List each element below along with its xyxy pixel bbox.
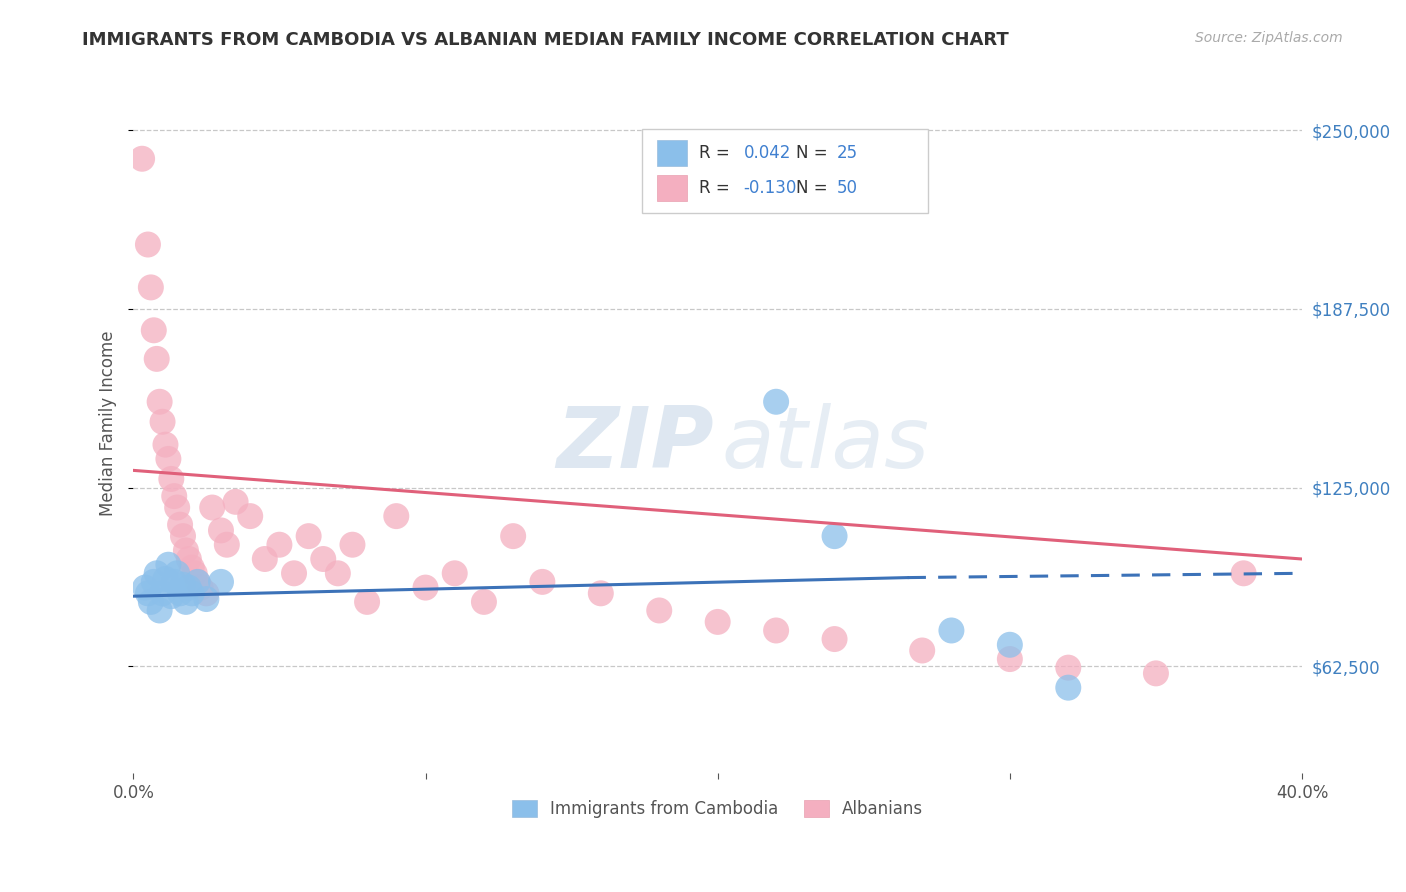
Point [174, 543, 197, 558]
Point [160, 472, 183, 486]
Point [155, 572, 177, 586]
Point [139, 595, 162, 609]
Point [177, 552, 200, 566]
Point [157, 452, 180, 467]
Point [163, 574, 186, 589]
Point [385, 509, 408, 524]
Point [706, 615, 728, 629]
Point [160, 589, 183, 603]
Point [142, 574, 165, 589]
Point [157, 558, 180, 572]
Point [155, 437, 177, 451]
Point [145, 351, 167, 366]
Point [911, 643, 934, 657]
Point [356, 595, 378, 609]
Point [187, 574, 209, 589]
Bar [657, 175, 688, 202]
Point [998, 638, 1021, 652]
Point [136, 237, 159, 252]
Point [131, 152, 153, 166]
Point [166, 500, 188, 515]
Point [163, 489, 186, 503]
Text: ZIP: ZIP [557, 402, 714, 486]
Point [326, 566, 349, 581]
Text: 50: 50 [837, 179, 858, 197]
Text: N =: N = [796, 144, 832, 161]
Bar [641, 129, 928, 213]
Point [941, 624, 963, 638]
Point [239, 509, 262, 524]
Text: IMMIGRANTS FROM CAMBODIA VS ALBANIAN MEDIAN FAMILY INCOME CORRELATION CHART: IMMIGRANTS FROM CAMBODIA VS ALBANIAN MED… [82, 31, 1008, 49]
Point [183, 566, 205, 581]
Point [502, 529, 524, 543]
Point [136, 586, 159, 600]
Point [824, 632, 846, 646]
Point [142, 323, 165, 337]
Text: 25: 25 [837, 144, 858, 161]
Point [269, 538, 291, 552]
Point [174, 595, 197, 609]
Point [180, 560, 202, 574]
Point [166, 566, 188, 581]
Bar [657, 139, 688, 166]
Point [149, 603, 172, 617]
Point [134, 581, 156, 595]
Point [152, 586, 174, 600]
Text: atlas: atlas [721, 402, 929, 486]
Text: R =: R = [699, 179, 735, 197]
Point [531, 574, 554, 589]
Point [1057, 681, 1080, 695]
Point [215, 538, 238, 552]
Point [209, 524, 232, 538]
Text: -0.130: -0.130 [744, 179, 797, 197]
Point [472, 595, 495, 609]
Point [145, 566, 167, 581]
Text: R =: R = [699, 144, 735, 161]
Point [1232, 566, 1254, 581]
Point [648, 603, 671, 617]
Point [298, 529, 321, 543]
Point [765, 624, 787, 638]
Point [187, 574, 209, 589]
Point [1144, 666, 1167, 681]
Point [149, 394, 172, 409]
Point [152, 415, 174, 429]
Point [172, 578, 194, 592]
Point [253, 552, 276, 566]
Point [180, 586, 202, 600]
Point [190, 581, 212, 595]
Point [415, 581, 437, 595]
Point [443, 566, 465, 581]
Y-axis label: Median Family Income: Median Family Income [100, 330, 117, 516]
Point [177, 581, 200, 595]
Text: N =: N = [796, 179, 832, 197]
Point [765, 394, 787, 409]
Point [169, 586, 191, 600]
Point [195, 592, 218, 607]
Point [139, 280, 162, 294]
Point [195, 586, 218, 600]
Point [342, 538, 364, 552]
Point [824, 529, 846, 543]
Legend: Immigrants from Cambodia, Albanians: Immigrants from Cambodia, Albanians [506, 793, 929, 824]
Point [998, 652, 1021, 666]
Point [169, 517, 191, 532]
Point [312, 552, 335, 566]
Point [589, 586, 612, 600]
Point [209, 574, 232, 589]
Point [1057, 660, 1080, 674]
Point [225, 495, 247, 509]
Text: Source: ZipAtlas.com: Source: ZipAtlas.com [1195, 31, 1343, 45]
Point [283, 566, 305, 581]
Point [172, 529, 194, 543]
Point [201, 500, 224, 515]
Text: 0.042: 0.042 [744, 144, 790, 161]
